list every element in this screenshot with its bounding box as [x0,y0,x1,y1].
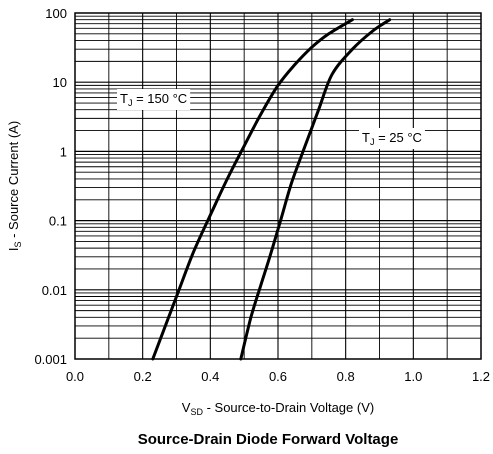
y-axis-label: IS - Source Current (A) [6,121,23,251]
plot-frame [74,12,482,360]
x-tick-label: 1.2 [472,369,490,384]
x-tick-label: 1.0 [404,369,422,384]
grid [75,13,481,359]
y-tick-label: 0.01 [42,283,67,298]
x-tick-label: 0.4 [201,369,219,384]
x-tick-label: 0.6 [269,369,287,384]
y-tick-label: 0.1 [49,214,67,229]
x-tick-label: 0.0 [66,369,84,384]
y-tick-label: 1 [60,144,67,159]
series-label-tj-150: TJ = 150 °C [117,89,191,110]
y-tick-label: 10 [53,75,67,90]
series-line-tj-150 [151,18,354,361]
series-label-tj-25-text: TJ = 25 °C [362,130,422,147]
series-label-tj-150-text: TJ = 150 °C [120,91,187,108]
y-tick-label: 0.001 [34,352,67,367]
series-label-tj-25: TJ = 25 °C [359,128,425,149]
y-tick-label: 100 [45,6,67,21]
tick-labels: 0.0 0.2 0.4 0.6 0.8 1.0 1.2 100 10 1 0.1 0.01 0.001 [34,6,490,384]
x-tick-label: 0.2 [134,369,152,384]
series-layer [151,18,392,361]
x-axis-label: VSD - Source-to-Drain Voltage (V) [182,400,374,417]
x-tick-label: 0.8 [337,369,355,384]
chart-title: Source-Drain Diode Forward Voltage [138,431,399,448]
series-line-tj-25 [239,18,392,361]
